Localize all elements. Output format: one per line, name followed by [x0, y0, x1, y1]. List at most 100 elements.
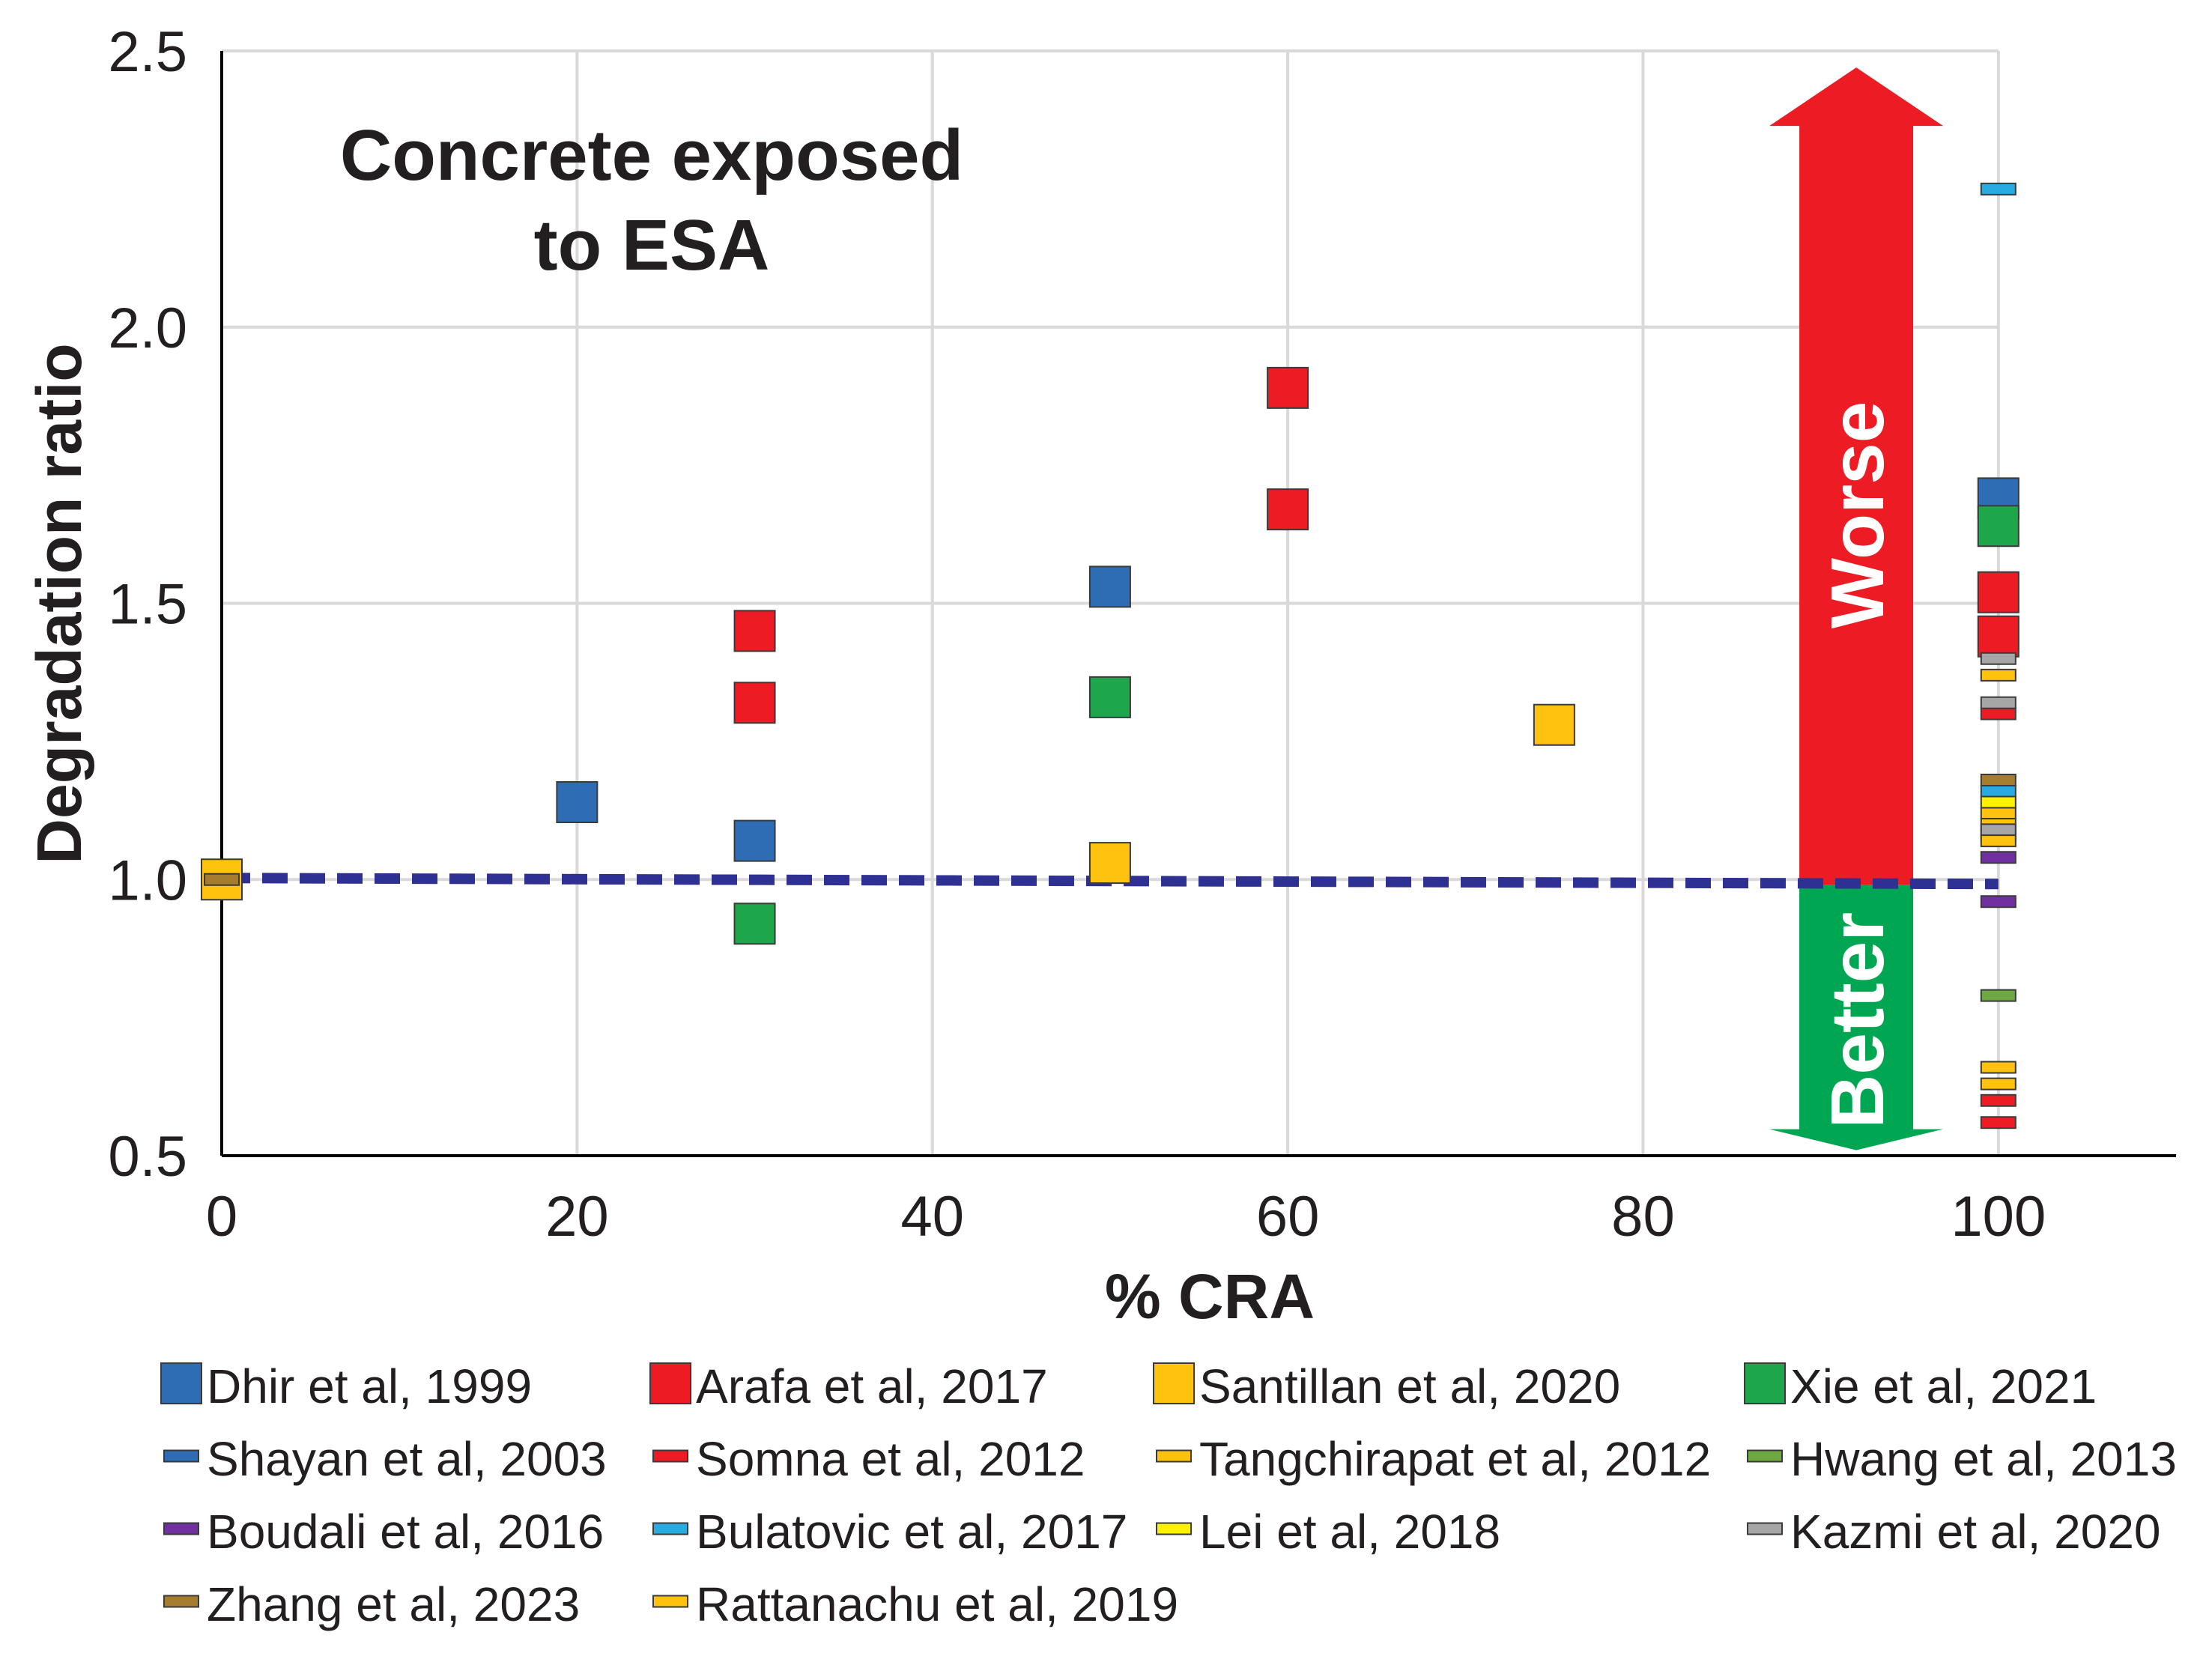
data-point: [556, 781, 599, 823]
chart-annotation-line-2: to ESA: [534, 205, 770, 285]
legend-item: Dhir et al, 1999: [160, 1359, 532, 1413]
legend-label: Shayan et al, 2003: [207, 1432, 607, 1486]
legend-marker: [1156, 1449, 1192, 1463]
data-point: [1980, 784, 2016, 798]
legend-label: Tangchirapat et al, 2012: [1199, 1432, 1711, 1486]
tick-labels: 0.5 1.0 1.5 2.0 2.5 0 20 40 60 80 100: [108, 20, 2046, 1249]
legend: Dhir et al, 1999 Arafa et al, 2017 Santill…: [160, 1359, 2177, 1631]
legend-marker: [1156, 1522, 1192, 1535]
data-point: [1980, 851, 2016, 864]
legend-item: Hwang et al, 2013: [1747, 1432, 2177, 1486]
legend-marker: [163, 1449, 199, 1463]
data-point: [1088, 842, 1131, 885]
x-tick-label: 60: [1256, 1185, 1320, 1249]
data-points: [201, 182, 2019, 1129]
legend-label: Lei et al, 2018: [1199, 1505, 1500, 1559]
worse-arrow-label: Worse: [1816, 401, 1900, 629]
data-point: [1980, 834, 2016, 848]
x-tick-label: 20: [545, 1185, 609, 1249]
data-point: [1267, 366, 1309, 409]
data-point: [1980, 1116, 2016, 1129]
legend-item: Kazmi et al, 2020: [1747, 1505, 2161, 1559]
legend-item: Lei et al, 2018: [1156, 1505, 1500, 1559]
legend-item: Tangchirapat et al, 2012: [1156, 1432, 1711, 1486]
legend-marker: [652, 1522, 688, 1535]
y-tick-label: 1.5: [108, 573, 187, 637]
data-point: [1977, 615, 2019, 658]
x-tick-label: 0: [206, 1185, 237, 1249]
legend-item: Shayan et al, 2003: [163, 1432, 607, 1486]
legend-marker: [1744, 1362, 1786, 1404]
data-point: [1980, 1094, 2016, 1107]
data-point: [1980, 182, 2016, 195]
data-point: [733, 682, 776, 724]
data-point: [1980, 989, 2016, 1002]
x-axis-label: % CRA: [1105, 1261, 1315, 1332]
y-tick-label: 0.5: [108, 1125, 187, 1189]
data-point: [733, 610, 776, 652]
y-tick-label: 2.0: [108, 297, 187, 360]
data-point: [204, 873, 240, 886]
legend-label: Rattanachu et al, 2019: [696, 1577, 1178, 1631]
data-point: [1267, 488, 1309, 531]
legend-marker: [652, 1449, 688, 1463]
data-point: [1980, 795, 2016, 809]
direction-arrows: Worse Better: [1769, 67, 1944, 1150]
legend-item: Santillan et al, 2020: [1153, 1359, 1620, 1413]
data-point: [1977, 571, 2019, 613]
legend-label: Santillan et al, 2020: [1199, 1359, 1620, 1413]
data-point: [1088, 676, 1131, 718]
legend-label: Kazmi et al, 2020: [1790, 1505, 2161, 1559]
data-point: [1980, 696, 2016, 709]
data-point: [1980, 823, 2016, 837]
legend-label: Arafa et al, 2017: [696, 1359, 1048, 1413]
legend-label: Xie et al, 2021: [1790, 1359, 2097, 1413]
legend-item: Arafa et al, 2017: [649, 1359, 1048, 1413]
y-tick-label: 2.5: [108, 20, 187, 84]
y-axis-label: Degradation ratio: [24, 343, 94, 864]
legend-label: Zhang et al, 2023: [207, 1577, 580, 1631]
data-point: [1977, 505, 2019, 548]
legend-marker: [163, 1522, 199, 1535]
better-arrow-label: Better: [1816, 912, 1900, 1129]
data-point: [1088, 565, 1131, 608]
y-tick-label: 1.0: [108, 849, 187, 912]
legend-marker: [1747, 1449, 1783, 1463]
data-point: [733, 819, 776, 862]
legend-item: Zhang et al, 2023: [163, 1577, 580, 1631]
data-point: [1980, 668, 2016, 682]
better-arrow: [1769, 885, 1944, 1150]
legend-marker: [1153, 1362, 1195, 1404]
data-point: [1980, 1061, 2016, 1074]
legend-marker: [652, 1595, 688, 1608]
legend-marker: [1747, 1522, 1783, 1535]
data-point: [1533, 703, 1575, 746]
x-tick-label: 80: [1611, 1185, 1675, 1249]
data-point: [733, 903, 776, 945]
legend-item: Xie et al, 2021: [1744, 1359, 2097, 1413]
legend-marker: [160, 1362, 202, 1404]
x-tick-label: 100: [1951, 1185, 2046, 1249]
data-point: [1980, 807, 2016, 820]
legend-label: Bulatovic et al, 2017: [696, 1505, 1127, 1559]
legend-marker: [163, 1595, 199, 1608]
chart-annotation-line-1: Concrete exposed: [340, 115, 963, 195]
legend-item: Boudali et al, 2016: [163, 1505, 604, 1559]
legend-label: Somna et al, 2012: [696, 1432, 1085, 1486]
legend-item: Bulatovic et al, 2017: [652, 1505, 1127, 1559]
legend-label: Dhir et al, 1999: [207, 1359, 532, 1413]
data-point: [1980, 895, 2016, 909]
legend-marker: [649, 1362, 691, 1404]
data-point: [1980, 652, 2016, 665]
data-point: [1980, 1077, 2016, 1091]
x-tick-label: 40: [900, 1185, 964, 1249]
worse-arrow: [1769, 67, 1944, 885]
axes: [220, 51, 2176, 1157]
legend-item: Somna et al, 2012: [652, 1432, 1085, 1486]
data-point: [1980, 707, 2016, 721]
legend-item: Rattanachu et al, 2019: [652, 1577, 1178, 1631]
legend-label: Hwang et al, 2013: [1790, 1432, 2177, 1486]
legend-label: Boudali et al, 2016: [207, 1505, 604, 1559]
data-point: [1980, 774, 2016, 786]
